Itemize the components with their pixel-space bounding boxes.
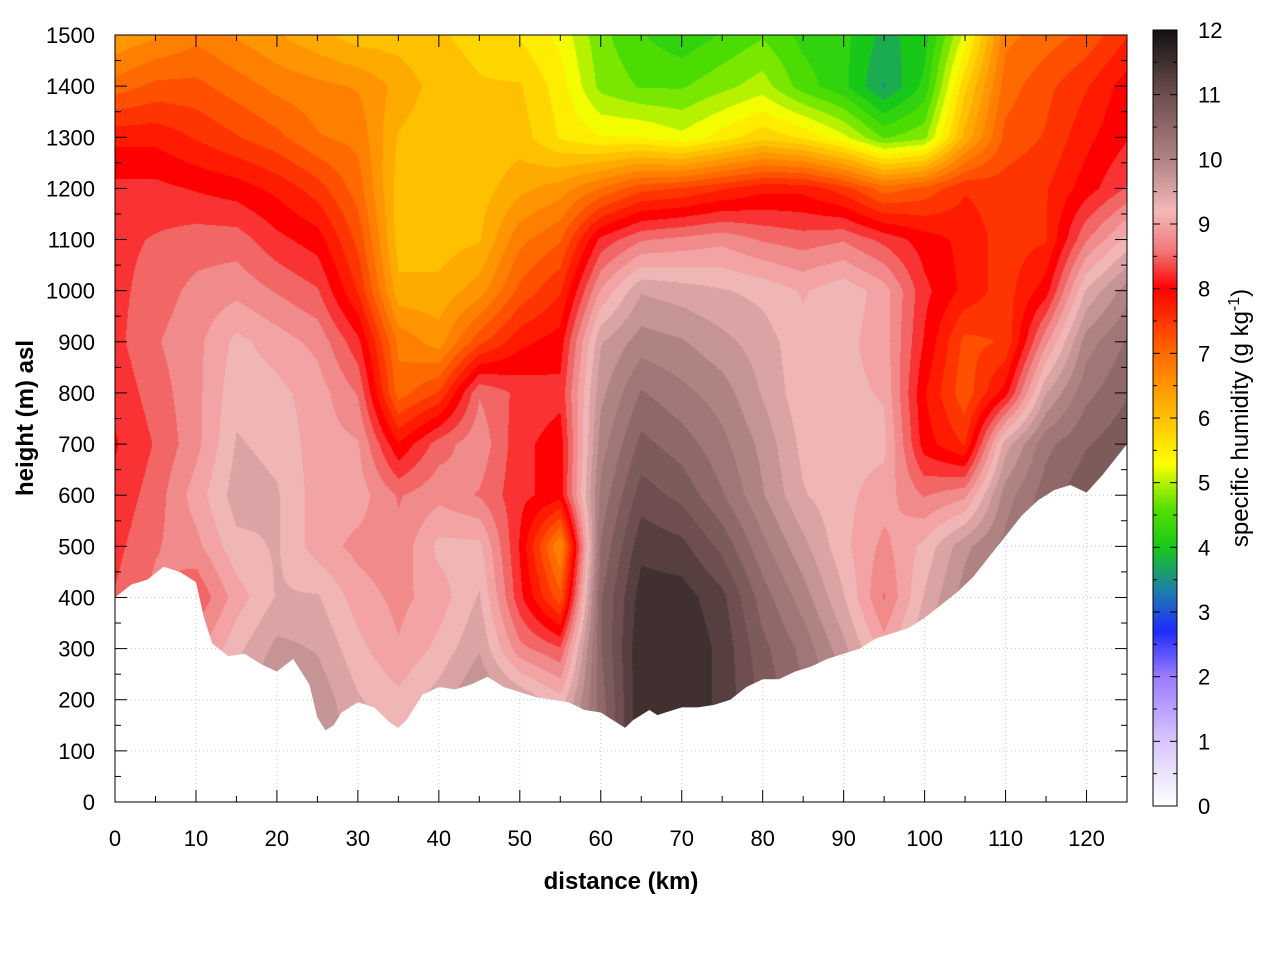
x-tick-label: 90 xyxy=(831,826,855,851)
colorbar-tick-label: 1 xyxy=(1198,729,1210,754)
x-tick-label: 100 xyxy=(906,826,943,851)
y-tick-label: 1400 xyxy=(46,74,95,99)
colorbar-tick-label: 6 xyxy=(1198,406,1210,431)
y-tick-label: 600 xyxy=(58,483,95,508)
x-axis: 0 10 20 30 40 50 60 70 80 90 100 110 120 xyxy=(109,35,1105,851)
x-tick-label: 10 xyxy=(184,826,208,851)
colorbar-title-main: specific humidity (g kg xyxy=(1227,311,1254,547)
x-tick-label: 0 xyxy=(109,826,121,851)
colorbar-tick-label: 5 xyxy=(1198,471,1210,496)
x-tick-label: 120 xyxy=(1068,826,1105,851)
y-tick-label: 300 xyxy=(58,637,95,662)
colorbar-tick-label: 2 xyxy=(1198,665,1210,690)
colorbar-tick-label: 7 xyxy=(1198,341,1210,366)
colorbar-tick-label: 0 xyxy=(1198,794,1210,819)
x-tick-label: 60 xyxy=(589,826,613,851)
y-tick-label: 400 xyxy=(58,585,95,610)
y-axis: 0 100 200 300 400 500 600 700 800 900 1000 1100 1200… xyxy=(46,23,1127,815)
x-tick-label: 50 xyxy=(508,826,532,851)
y-tick-label: 200 xyxy=(58,688,95,713)
colorbar-title-end: ) xyxy=(1227,289,1254,297)
y-tick-label: 100 xyxy=(58,739,95,764)
colorbar-tick-label: 8 xyxy=(1198,277,1210,302)
y-tick-label: 1100 xyxy=(48,228,95,253)
x-tick-label: 110 xyxy=(988,826,1023,851)
y-tick-label: 900 xyxy=(58,330,95,355)
y-tick-label: 1500 xyxy=(46,23,95,48)
y-tick-label: 1200 xyxy=(46,176,95,201)
x-tick-label: 70 xyxy=(669,826,693,851)
colorbar-tick-label: 9 xyxy=(1198,212,1210,237)
x-axis-title: distance (km) xyxy=(544,868,699,895)
colorbar-tick-label: 4 xyxy=(1198,535,1210,560)
y-tick-label: 800 xyxy=(58,381,95,406)
colorbar-tick-label: 11 xyxy=(1198,83,1221,108)
x-tick-label: 20 xyxy=(265,826,289,851)
y-tick-label: 500 xyxy=(58,534,95,559)
y-tick-label: 1300 xyxy=(46,125,95,150)
y-tick-label: 700 xyxy=(58,432,95,457)
colorbar-tick-label: 10 xyxy=(1198,147,1222,172)
y-tick-label: 0 xyxy=(83,790,95,815)
y-tick-label: 1000 xyxy=(46,279,95,304)
x-tick-label: 40 xyxy=(427,826,451,851)
colorbar-title: specific humidity (g kg-1) xyxy=(1226,289,1254,547)
x-tick-label: 80 xyxy=(750,826,774,851)
colorbar-title-sup: -1 xyxy=(1226,297,1243,311)
colorbar-tick-label: 3 xyxy=(1198,600,1210,625)
x-tick-label: 30 xyxy=(346,826,370,851)
colorbar-tick-label: 12 xyxy=(1198,18,1222,43)
y-axis-title: height (m) asl xyxy=(12,340,39,496)
